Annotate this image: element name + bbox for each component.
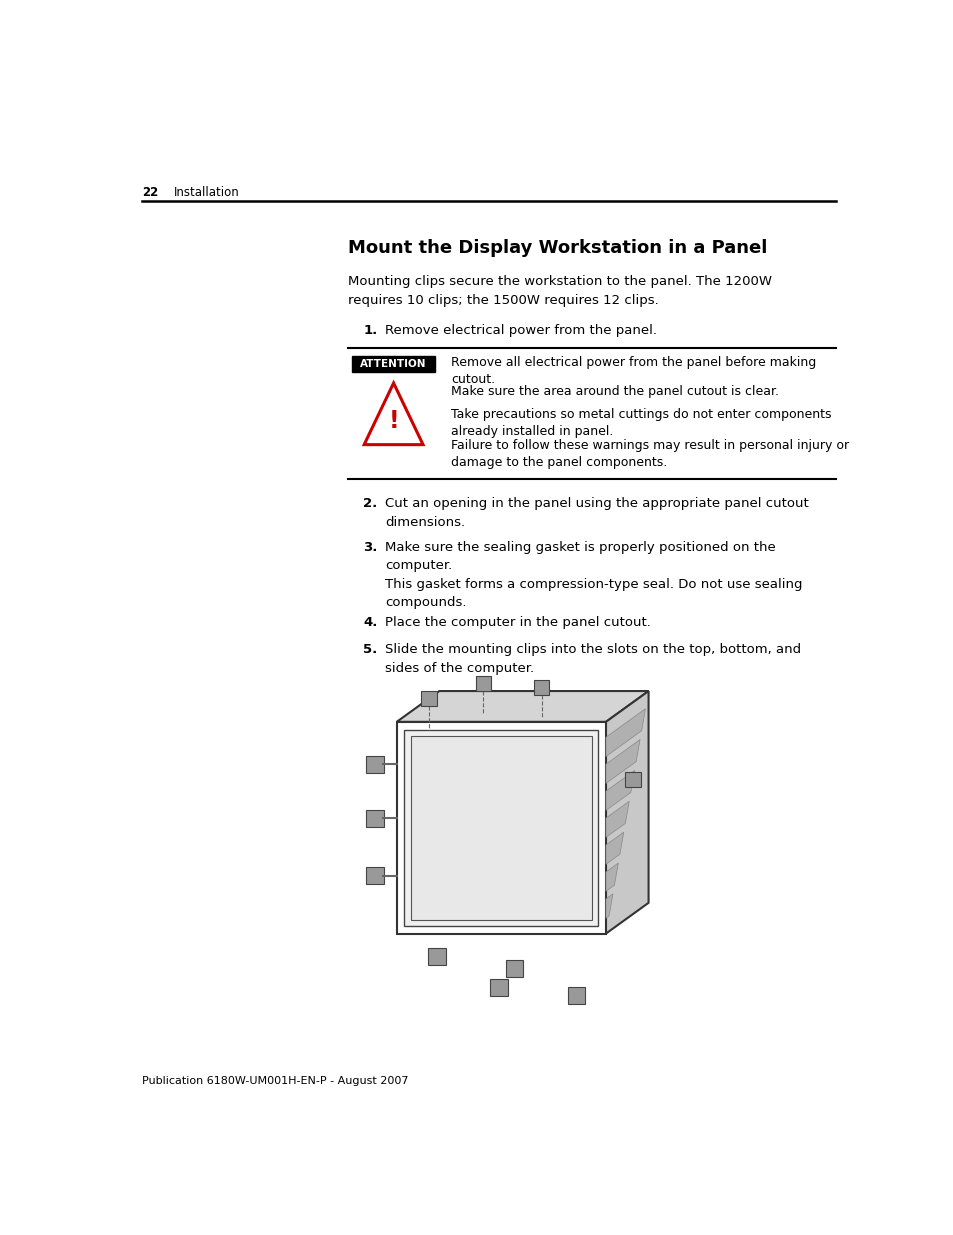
FancyBboxPatch shape	[476, 676, 491, 692]
Polygon shape	[605, 802, 629, 837]
FancyBboxPatch shape	[490, 979, 507, 995]
Polygon shape	[364, 383, 422, 445]
Polygon shape	[605, 832, 623, 864]
Text: Make sure the sealing gasket is properly positioned on the
computer.: Make sure the sealing gasket is properly…	[385, 541, 775, 572]
FancyBboxPatch shape	[624, 772, 640, 787]
Polygon shape	[605, 894, 612, 918]
Text: Mount the Display Workstation in a Panel: Mount the Display Workstation in a Panel	[348, 240, 766, 257]
FancyBboxPatch shape	[567, 987, 584, 1004]
Text: This gasket forms a compression-type seal. Do not use sealing
compounds.: This gasket forms a compression-type sea…	[385, 578, 801, 609]
Polygon shape	[605, 771, 634, 810]
Text: Cut an opening in the panel using the appropriate panel cutout
dimensions.: Cut an opening in the panel using the ap…	[385, 496, 808, 529]
FancyBboxPatch shape	[534, 679, 549, 695]
FancyBboxPatch shape	[366, 867, 383, 884]
Text: 3.: 3.	[363, 541, 377, 555]
Polygon shape	[404, 730, 598, 926]
Text: 4.: 4.	[363, 616, 377, 630]
Text: ATTENTION: ATTENTION	[360, 359, 426, 369]
Text: 22: 22	[142, 186, 158, 199]
Polygon shape	[605, 740, 639, 783]
FancyBboxPatch shape	[352, 356, 435, 372]
Text: Remove all electrical power from the panel before making
cutout.: Remove all electrical power from the pan…	[451, 356, 816, 387]
FancyBboxPatch shape	[421, 692, 436, 706]
Text: Installation: Installation	[173, 186, 239, 199]
FancyBboxPatch shape	[428, 948, 445, 966]
Polygon shape	[605, 863, 618, 892]
Text: Remove electrical power from the panel.: Remove electrical power from the panel.	[385, 324, 657, 337]
Text: Slide the mounting clips into the slots on the top, bottom, and
sides of the com: Slide the mounting clips into the slots …	[385, 643, 801, 674]
FancyBboxPatch shape	[366, 810, 383, 826]
Text: 1.: 1.	[363, 324, 377, 337]
Polygon shape	[410, 736, 592, 920]
Text: Make sure the area around the panel cutout is clear.: Make sure the area around the panel cuto…	[451, 385, 779, 399]
Text: 2.: 2.	[363, 496, 377, 510]
Text: Mounting clips secure the workstation to the panel. The 1200W
requires 10 clips;: Mounting clips secure the workstation to…	[348, 275, 771, 306]
Text: Place the computer in the panel cutout.: Place the computer in the panel cutout.	[385, 616, 650, 630]
Polygon shape	[605, 692, 648, 934]
Polygon shape	[605, 709, 645, 757]
FancyBboxPatch shape	[366, 756, 383, 773]
Text: !: !	[388, 409, 398, 433]
Polygon shape	[396, 721, 605, 934]
Text: Take precautions so metal cuttings do not enter components
already installed in : Take precautions so metal cuttings do no…	[451, 409, 831, 438]
Text: Failure to follow these warnings may result in personal injury or
damage to the : Failure to follow these warnings may res…	[451, 440, 848, 469]
FancyBboxPatch shape	[505, 960, 522, 977]
Polygon shape	[396, 692, 648, 721]
Text: Publication 6180W-UM001H-EN-P - August 2007: Publication 6180W-UM001H-EN-P - August 2…	[142, 1076, 409, 1086]
Text: 5.: 5.	[363, 643, 377, 656]
